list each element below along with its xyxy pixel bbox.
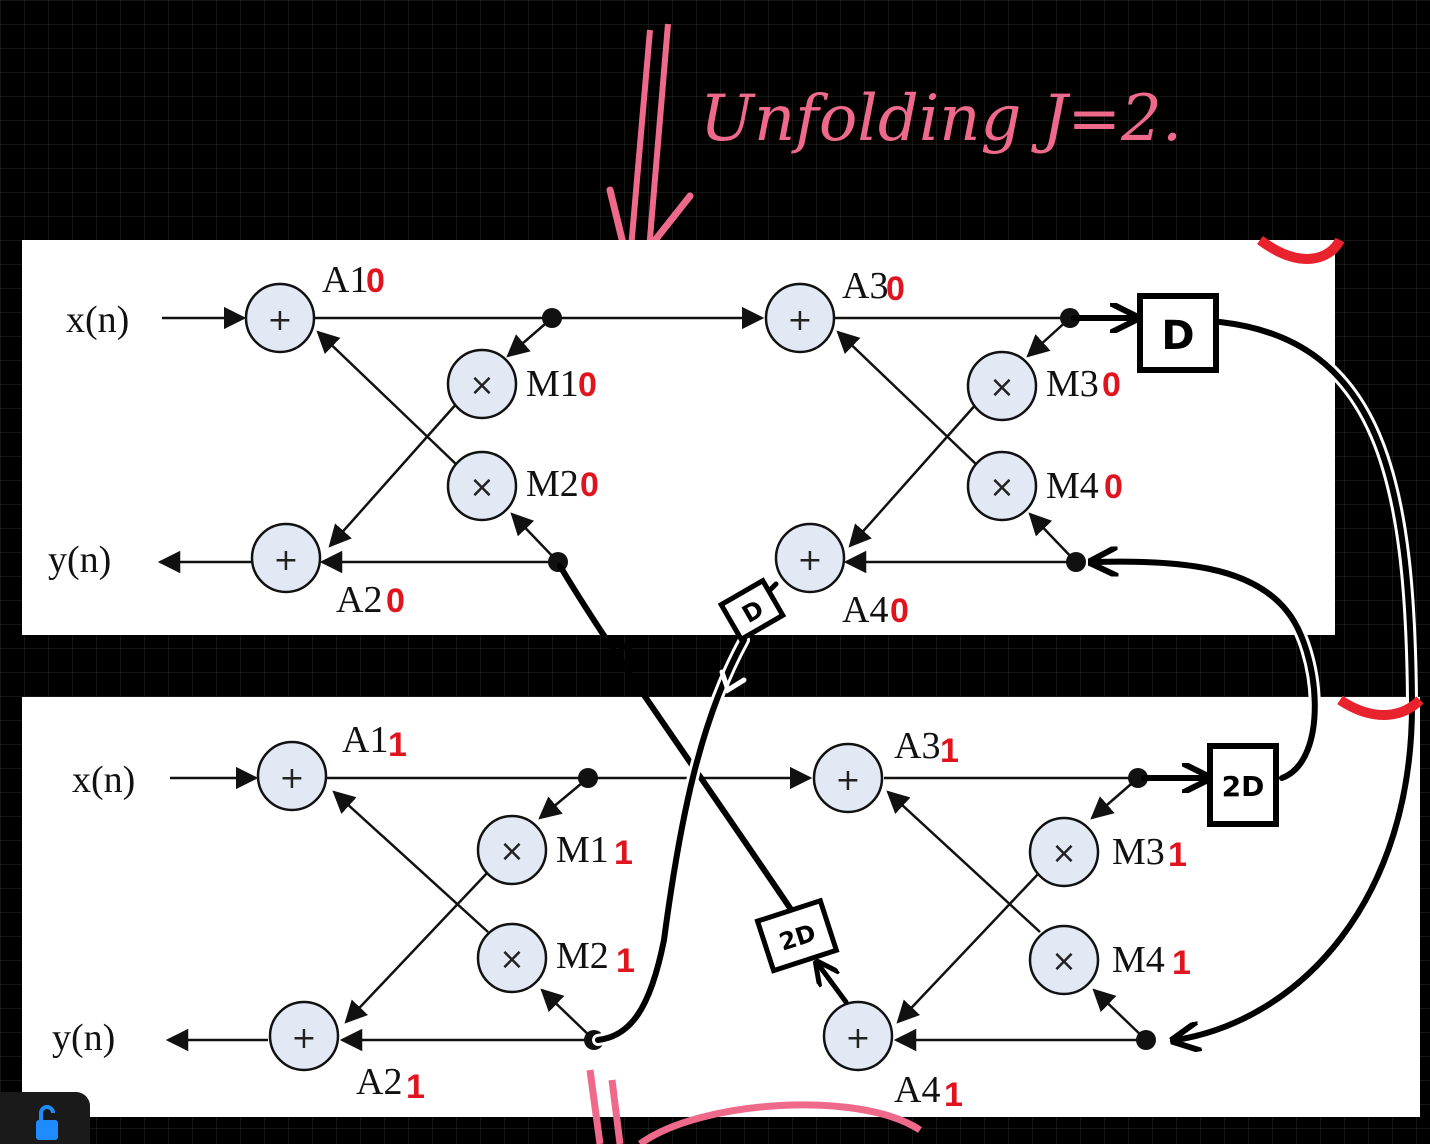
svg-text:+: + (797, 543, 822, 578)
delay-box-d-mid: D (717, 577, 787, 643)
pink-scribble (586, 1069, 922, 1144)
adder-a3: + (812, 742, 884, 814)
svg-text:×: × (989, 470, 1014, 505)
delay-box-2d-right: 2D (1207, 743, 1279, 827)
node-label: M3 (1112, 831, 1165, 873)
delay-box-2d-mid: 2D (754, 897, 840, 974)
output-label: y(n) (48, 539, 111, 581)
adder-a4: + (822, 1000, 894, 1072)
node-subscript: 1 (406, 1068, 425, 1106)
adder-a4: + (774, 522, 846, 594)
svg-text:×: × (499, 834, 524, 869)
multiplier-m2: × (446, 450, 518, 522)
node-subscript: 0 (886, 270, 905, 308)
diagram-bottom (165, 766, 1147, 1052)
red-mark (1257, 235, 1345, 264)
node-subscript: 1 (1168, 836, 1187, 874)
multiplier-m4: × (966, 450, 1038, 522)
lock-button[interactable] (0, 1092, 90, 1144)
svg-text:×: × (469, 470, 494, 505)
diagram-top (157, 306, 1077, 574)
node-subscript: 1 (614, 834, 633, 872)
branch-dot (1060, 308, 1080, 328)
svg-text:×: × (499, 942, 524, 977)
node-subscript: 1 (1172, 944, 1191, 982)
node-subscript: 0 (366, 262, 385, 300)
branch-dot (578, 768, 598, 788)
multiplier-m3: × (966, 350, 1038, 422)
node-subscript: 0 (1102, 366, 1121, 404)
output-label: y(n) (52, 1017, 115, 1059)
svg-text:×: × (989, 370, 1014, 405)
adder-a1: + (256, 740, 328, 812)
input-label: x(n) (66, 299, 129, 341)
branch-dot (1136, 1030, 1156, 1050)
adder-a2: + (268, 1000, 340, 1072)
svg-text:+: + (279, 761, 304, 796)
node-label: M4 (1046, 465, 1099, 507)
node-label: A3 (842, 265, 888, 307)
red-mark (1337, 695, 1424, 720)
node-label: A3 (894, 725, 940, 767)
node-label: A1 (322, 259, 368, 301)
node-label: M1 (526, 363, 579, 405)
svg-text:×: × (469, 368, 494, 403)
multiplier-m1: × (476, 814, 548, 886)
node-subscript: 0 (580, 466, 599, 504)
handwritten-connections (557, 318, 1419, 1040)
svg-text:×: × (1051, 836, 1076, 871)
node-subscript: 0 (386, 582, 405, 620)
branch-dot (1128, 768, 1148, 788)
lock-icon (36, 1105, 58, 1140)
node-label: M4 (1112, 939, 1165, 981)
svg-text:2D: 2D (1222, 770, 1265, 803)
node-subscript: 1 (944, 1076, 963, 1114)
node-label: M2 (556, 935, 609, 977)
node-label: A1 (342, 719, 388, 761)
node-label: M3 (1046, 363, 1099, 405)
node-subscript: 0 (578, 366, 597, 404)
input-label: x(n) (72, 759, 135, 801)
svg-text:+: + (267, 303, 292, 338)
multiplier-m3: × (1028, 816, 1100, 888)
svg-text:+: + (273, 543, 298, 578)
node-label: A4 (894, 1069, 940, 1111)
delay-box-d-top: D (1137, 293, 1219, 373)
svg-text:+: + (835, 763, 860, 798)
node-label: A4 (842, 589, 888, 631)
node-subscript: 0 (1104, 468, 1123, 506)
node-subscript: 1 (616, 942, 635, 980)
adder-a3: + (764, 282, 836, 354)
branch-dot (1066, 552, 1086, 572)
multiplier-m1: × (446, 348, 518, 420)
svg-text:×: × (1051, 944, 1076, 979)
svg-text:+: + (787, 303, 812, 338)
annotation-title: Unfolding J=2. (700, 82, 1182, 156)
node-label: A2 (336, 579, 382, 621)
svg-text:+: + (845, 1021, 870, 1056)
node-label: M2 (526, 463, 579, 505)
svg-text:+: + (291, 1021, 316, 1056)
adder-a1: + (244, 282, 316, 354)
adder-a2: + (250, 522, 322, 594)
node-label: M1 (556, 829, 609, 871)
multiplier-m2: × (476, 922, 548, 994)
svg-text:D: D (1161, 313, 1194, 359)
node-subscript: 1 (388, 726, 407, 764)
node-subscript: 1 (940, 732, 959, 770)
node-label: A2 (356, 1061, 402, 1103)
branch-dot (542, 308, 562, 328)
node-subscript: 0 (890, 592, 909, 630)
multiplier-m4: × (1028, 924, 1100, 996)
